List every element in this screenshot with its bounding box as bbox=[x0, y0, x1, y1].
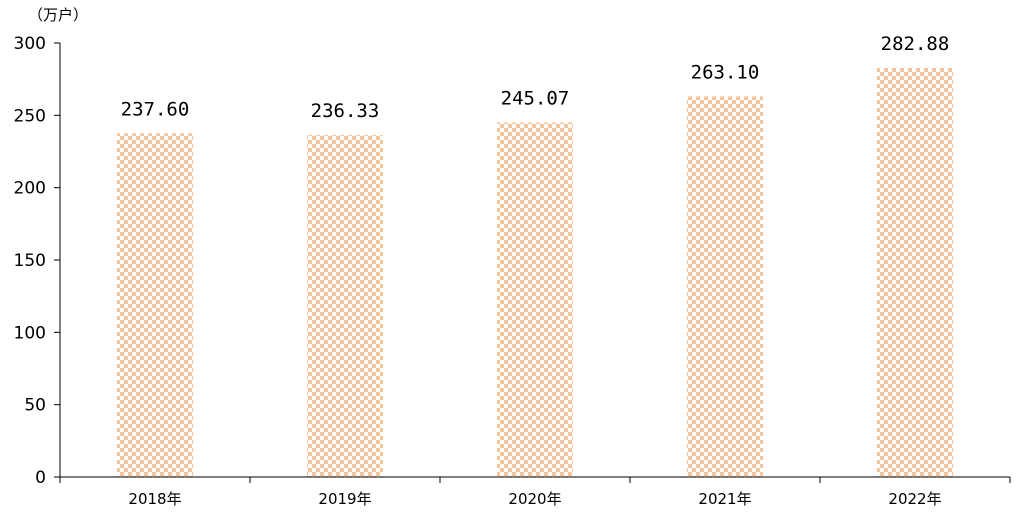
data-label: 263.10 bbox=[691, 61, 760, 83]
x-axis: 2018年 2019年 2020年 2021年 2022年 bbox=[59, 476, 1011, 508]
y-tick-label: 0 bbox=[35, 468, 46, 488]
bar-2021 bbox=[687, 96, 763, 478]
bar-2019 bbox=[307, 135, 383, 478]
data-label: 237.60 bbox=[121, 98, 190, 120]
bar-2020 bbox=[497, 122, 573, 478]
x-tick-label: 2021年 bbox=[698, 490, 751, 508]
data-label: 245.07 bbox=[501, 87, 570, 109]
data-labels: 237.60 236.33 245.07 263.10 282.88 bbox=[121, 33, 950, 122]
x-tick-label: 2019年 bbox=[318, 490, 371, 508]
data-label: 236.33 bbox=[311, 100, 380, 122]
bars bbox=[117, 67, 953, 478]
x-tick-label: 2020年 bbox=[508, 490, 561, 508]
bar-2022 bbox=[877, 67, 953, 477]
y-tick-label: 100 bbox=[14, 323, 46, 343]
y-tick-label: 300 bbox=[14, 34, 46, 54]
y-tick-label: 200 bbox=[14, 179, 46, 199]
y-tick-label: 250 bbox=[14, 106, 46, 126]
y-tick-label: 150 bbox=[14, 251, 46, 271]
data-label: 282.88 bbox=[881, 33, 950, 55]
x-tick-label: 2018年 bbox=[128, 490, 181, 508]
y-axis: 0 50 100 150 200 250 300 bbox=[14, 34, 61, 488]
y-axis-unit-label: （万户） bbox=[28, 6, 88, 24]
x-tick-label: 2022年 bbox=[888, 490, 941, 508]
bar-2018 bbox=[117, 133, 193, 477]
y-tick-label: 50 bbox=[24, 396, 46, 416]
